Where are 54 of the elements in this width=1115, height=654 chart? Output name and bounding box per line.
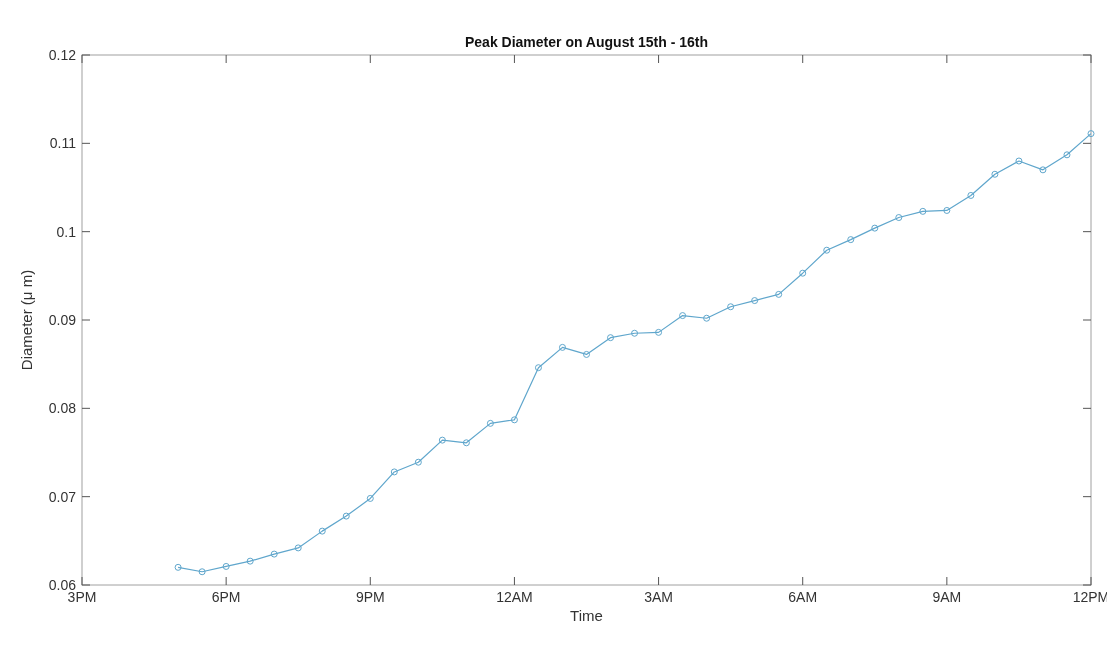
point <box>198 568 206 576</box>
point <box>655 328 663 336</box>
point <box>607 334 615 342</box>
point <box>414 458 422 466</box>
y-tick-label: 0.12 <box>48 46 77 63</box>
y-tick-label: 0.09 <box>48 311 77 328</box>
point <box>534 364 542 372</box>
point <box>366 494 374 502</box>
point <box>294 544 302 552</box>
point <box>462 439 470 447</box>
point <box>1063 151 1071 159</box>
x-tick-label: 12AM <box>496 589 533 605</box>
point <box>438 436 446 444</box>
y-tick-label: 0.1 <box>56 223 77 240</box>
point <box>174 563 182 571</box>
point <box>943 206 951 214</box>
point <box>799 269 807 277</box>
point <box>1087 130 1095 138</box>
x-tick-label: 3AM <box>644 589 673 605</box>
point <box>823 246 831 254</box>
y-tick-label: 0.08 <box>48 400 77 417</box>
point <box>919 207 927 215</box>
y-tick-label: 0.07 <box>48 488 77 505</box>
point <box>342 512 350 520</box>
point <box>631 329 639 337</box>
y-axis-title: Diameter (μ m) <box>18 269 35 371</box>
point <box>1015 157 1023 165</box>
point <box>222 562 230 570</box>
x-tick-label: 9PM <box>355 589 385 605</box>
point <box>895 214 903 222</box>
point <box>583 350 590 358</box>
point <box>871 224 879 232</box>
y-tick-label: 0.11 <box>49 135 77 152</box>
x-axis-title: Time <box>570 607 603 624</box>
x-tick-label: 6PM <box>211 589 241 605</box>
point <box>270 550 278 558</box>
point <box>703 314 711 322</box>
point <box>558 343 566 351</box>
point <box>679 312 687 320</box>
point <box>486 419 494 427</box>
point <box>991 170 999 178</box>
x-tick-label: 6AM <box>788 589 818 605</box>
point <box>727 303 735 311</box>
point <box>847 236 855 244</box>
point <box>775 290 783 298</box>
point <box>751 297 759 305</box>
chart-title: Peak Diameter on August 15th - 16th <box>465 34 708 50</box>
point <box>390 468 398 476</box>
point <box>967 191 975 199</box>
x-tick-label: 9AM <box>932 589 962 605</box>
point <box>318 527 326 535</box>
point <box>246 557 254 565</box>
point <box>510 416 518 424</box>
point <box>1039 166 1047 174</box>
